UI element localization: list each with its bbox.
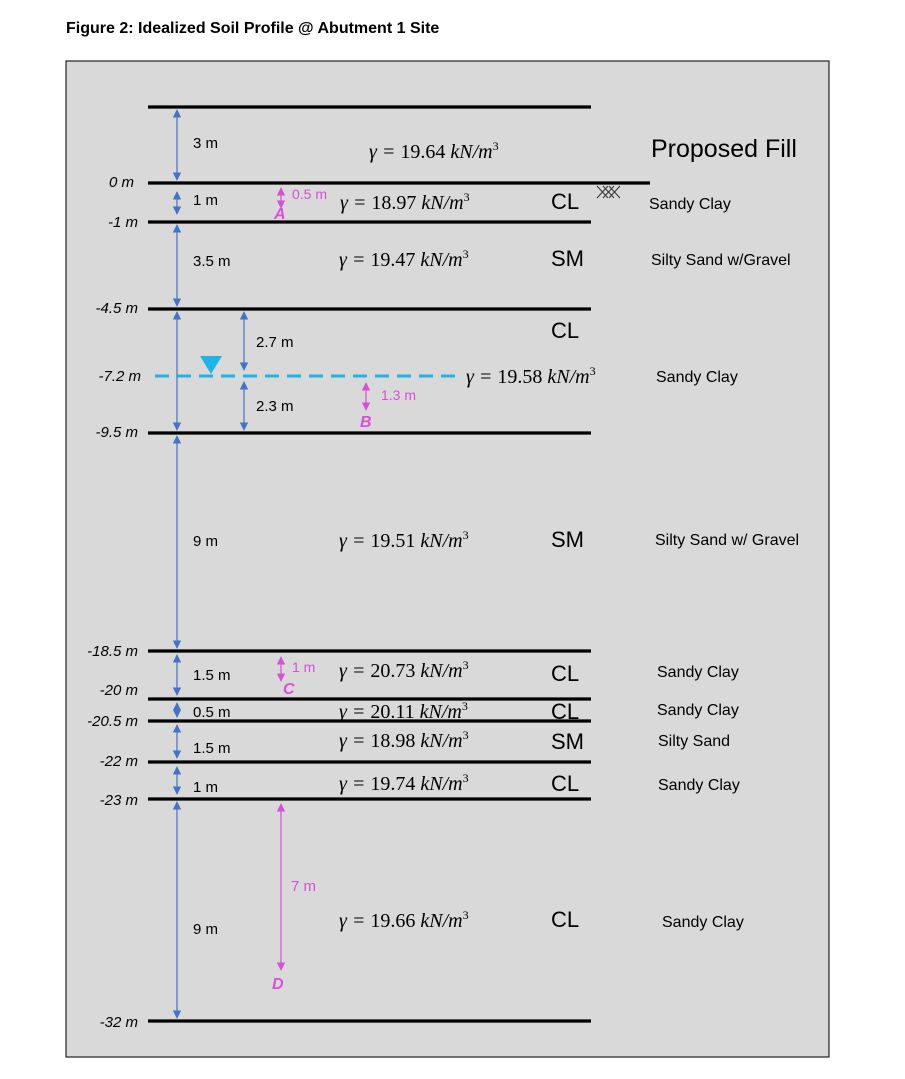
thickness-label: 1 m — [193, 192, 218, 209]
thickness-label: 1.5 m — [193, 740, 231, 757]
thickness-label: 9 m — [193, 533, 218, 550]
unit-weight-label: γ = 19.66 kN/m3 — [339, 908, 469, 932]
uscs-label: CL — [551, 771, 579, 796]
thickness-label: 3 m — [193, 135, 218, 152]
uscs-label: CL — [551, 699, 579, 724]
uscs-label: SM — [551, 527, 584, 552]
water-table-icon — [200, 356, 222, 374]
thickness-label: 1.5 m — [193, 667, 231, 684]
depth-label: -23 m — [100, 792, 138, 809]
thickness-label: 2.3 m — [256, 398, 294, 415]
unit-weight-label: γ = 20.73 kN/m3 — [339, 658, 469, 682]
description-label: Silty Sand w/Gravel — [651, 252, 791, 269]
description-label: Sandy Clay — [658, 777, 740, 794]
uscs-label: CL — [551, 189, 579, 214]
description-label: Sandy Clay — [656, 369, 738, 386]
diagram-panel — [65, 60, 830, 1058]
unit-weight-label: γ = 19.74 kN/m3 — [339, 771, 469, 795]
thickness-label: 3.5 m — [193, 253, 231, 270]
description-label: Proposed Fill — [651, 135, 797, 163]
depth-label: -4.5 m — [95, 300, 138, 317]
depth-label: -1 m — [108, 214, 138, 231]
description-label: Sandy Clay — [657, 664, 739, 681]
uscs-label: CL — [551, 318, 579, 343]
point-d-label: D — [272, 976, 284, 993]
depth-label: 0 m — [109, 174, 134, 191]
thickness-labels: 3 m 1 m 3.5 m 2.7 m 2.3 m 9 m 1.5 m 0.5 … — [193, 135, 294, 938]
unit-weight-labels: γ = 19.64 kN/m3 γ = 18.97 kN/m3 γ = 19.4… — [339, 139, 596, 932]
point-a-distance: 0.5 m — [292, 186, 327, 202]
layer-boundaries — [148, 105, 650, 1023]
uscs-label: CL — [551, 661, 579, 686]
uscs-label: SM — [551, 729, 584, 754]
point-labels: 0.5 m A 1.3 m B 1 m C 7 m D — [272, 186, 416, 993]
point-arrows — [276, 187, 371, 971]
unit-weight-label: γ = 20.11 kN/m3 — [339, 699, 468, 723]
unit-weight-label: γ = 19.51 kN/m3 — [339, 528, 469, 552]
depth-label: -18.5 m — [87, 643, 138, 660]
depth-label: -22 m — [100, 753, 138, 770]
figure-title: Figure 2: Idealized Soil Profile @ Abutm… — [66, 20, 440, 37]
depth-label: -20 m — [100, 682, 138, 699]
hatch-marks-icon — [596, 185, 621, 199]
unit-weight-label: γ = 19.58 kN/m3 — [466, 364, 596, 388]
thickness-label: 1 m — [193, 779, 218, 796]
depth-label: -20.5 m — [87, 713, 138, 730]
unit-weight-label: γ = 18.97 kN/m3 — [340, 190, 470, 214]
description-label: Sandy Clay — [657, 702, 739, 719]
uscs-label: SM — [551, 246, 584, 271]
description-label: Sandy Clay — [649, 196, 731, 213]
point-c-label: C — [283, 681, 295, 698]
depth-label: -9.5 m — [95, 424, 138, 441]
description-labels: Proposed Fill Sandy Clay Silty Sand w/Gr… — [649, 135, 799, 931]
thickness-label: 9 m — [193, 921, 218, 938]
point-a-label: A — [273, 206, 286, 223]
unit-weight-label: γ = 19.47 kN/m3 — [339, 247, 469, 271]
point-c-distance: 1 m — [292, 659, 315, 675]
thickness-label: 2.7 m — [256, 334, 294, 351]
thickness-arrows — [172, 109, 249, 1019]
depth-label: -32 m — [100, 1014, 138, 1031]
description-label: Sandy Clay — [662, 914, 744, 931]
uscs-label: CL — [551, 907, 579, 932]
depth-label: -7.2 m — [98, 368, 141, 385]
point-d-distance: 7 m — [291, 878, 316, 895]
unit-weight-label: γ = 19.64 kN/m3 — [369, 139, 499, 163]
unit-weight-label: γ = 18.98 kN/m3 — [339, 728, 469, 752]
depth-labels: 0 m -1 m -4.5 m -7.2 m -9.5 m -18.5 m -2… — [87, 174, 141, 1031]
thickness-label: 0.5 m — [193, 704, 231, 721]
description-label: Silty Sand w/ Gravel — [655, 532, 799, 549]
point-b-distance: 1.3 m — [381, 387, 416, 403]
description-label: Silty Sand — [658, 733, 730, 750]
point-b-label: B — [360, 414, 372, 431]
uscs-labels: CL SM CL SM CL CL SM CL CL — [551, 189, 584, 932]
